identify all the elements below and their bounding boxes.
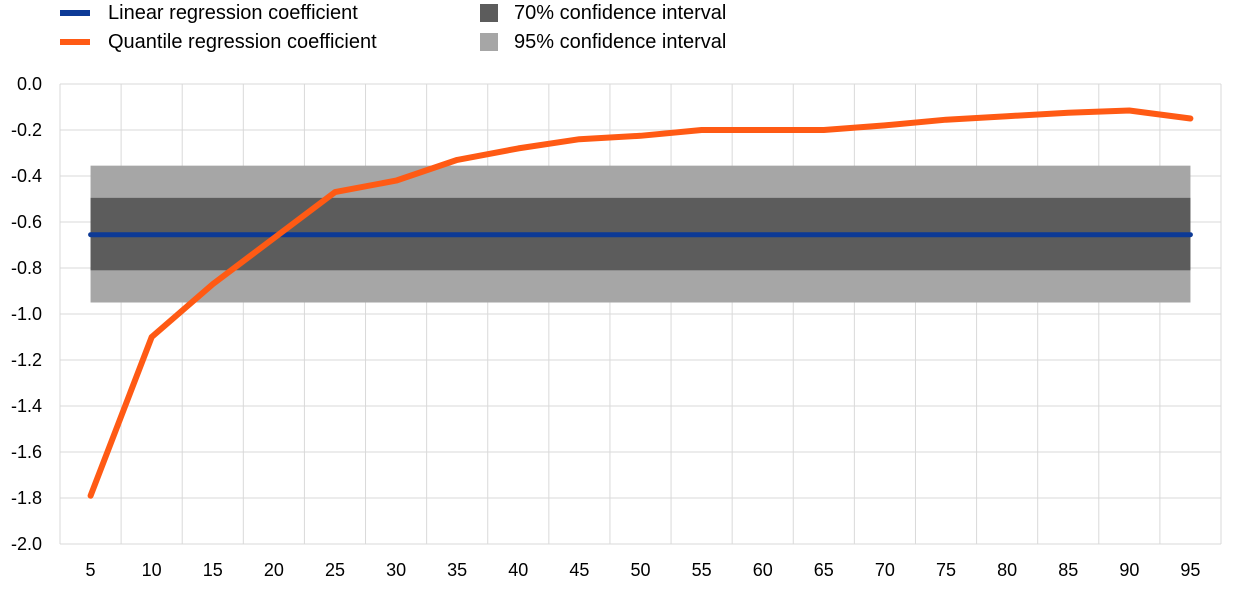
y-axis-ticks: 0.0 -0.2 -0.4 -0.6 -0.8 -1.0 -1.2 -1.4 -1.6 -1.8 -… xyxy=(11,74,42,554)
x-tick-label: 90 xyxy=(1119,560,1139,580)
y-tick-label: -0.6 xyxy=(11,212,42,232)
chart-legend: Linear regression coefficient Quantile r… xyxy=(0,0,1240,60)
x-tick-label: 45 xyxy=(569,560,589,580)
x-tick-label: 15 xyxy=(203,560,223,580)
x-tick-label: 95 xyxy=(1180,560,1200,580)
x-axis-ticks: 5 10 15 20 25 30 35 40 45 50 55 60 65 70 75 80 85 90 95 xyxy=(86,560,1201,580)
x-tick-label: 5 xyxy=(86,560,96,580)
x-tick-label: 60 xyxy=(753,560,773,580)
legend-item-linear: Linear regression coefficient xyxy=(60,3,358,23)
legend-swatch-quantile xyxy=(60,39,90,45)
x-tick-label: 80 xyxy=(997,560,1017,580)
x-tick-label: 20 xyxy=(264,560,284,580)
grid-lines xyxy=(59,83,1222,545)
y-tick-label: 0.0 xyxy=(17,74,42,94)
x-tick-label: 65 xyxy=(814,560,834,580)
y-tick-label: -1.4 xyxy=(11,396,42,416)
legend-swatch-ci95 xyxy=(480,33,498,51)
legend-swatch-ci70 xyxy=(480,4,498,22)
series-lines xyxy=(87,107,1194,499)
legend-item-ci70: 70% confidence interval xyxy=(480,3,726,23)
x-tick-label: 10 xyxy=(142,560,162,580)
legend-item-quantile: Quantile regression coefficient xyxy=(60,32,377,52)
y-tick-label: -1.0 xyxy=(11,304,42,324)
series-line-quantile xyxy=(87,107,1194,499)
legend-label-quantile: Quantile regression coefficient xyxy=(108,31,377,53)
x-tick-label: 30 xyxy=(386,560,406,580)
legend-label-linear: Linear regression coefficient xyxy=(108,2,358,24)
y-tick-label: -0.8 xyxy=(11,258,42,278)
x-tick-label: 85 xyxy=(1058,560,1078,580)
y-tick-label: -2.0 xyxy=(11,534,42,554)
y-tick-label: -0.4 xyxy=(11,166,42,186)
x-tick-label: 55 xyxy=(692,560,712,580)
y-tick-label: -1.6 xyxy=(11,442,42,462)
x-tick-label: 75 xyxy=(936,560,956,580)
x-tick-label: 40 xyxy=(508,560,528,580)
legend-label-ci70: 70% confidence interval xyxy=(514,2,727,24)
y-tick-label: -0.2 xyxy=(11,120,42,140)
y-tick-label: -1.8 xyxy=(11,488,42,508)
x-tick-label: 35 xyxy=(447,560,467,580)
legend-label-ci95: 95% confidence interval xyxy=(514,31,727,53)
x-tick-label: 25 xyxy=(325,560,345,580)
y-tick-label: -1.2 xyxy=(11,350,42,370)
x-tick-label: 50 xyxy=(630,560,650,580)
x-tick-label: 70 xyxy=(875,560,895,580)
legend-swatch-linear xyxy=(60,10,90,16)
legend-item-ci95: 95% confidence interval xyxy=(480,32,726,52)
